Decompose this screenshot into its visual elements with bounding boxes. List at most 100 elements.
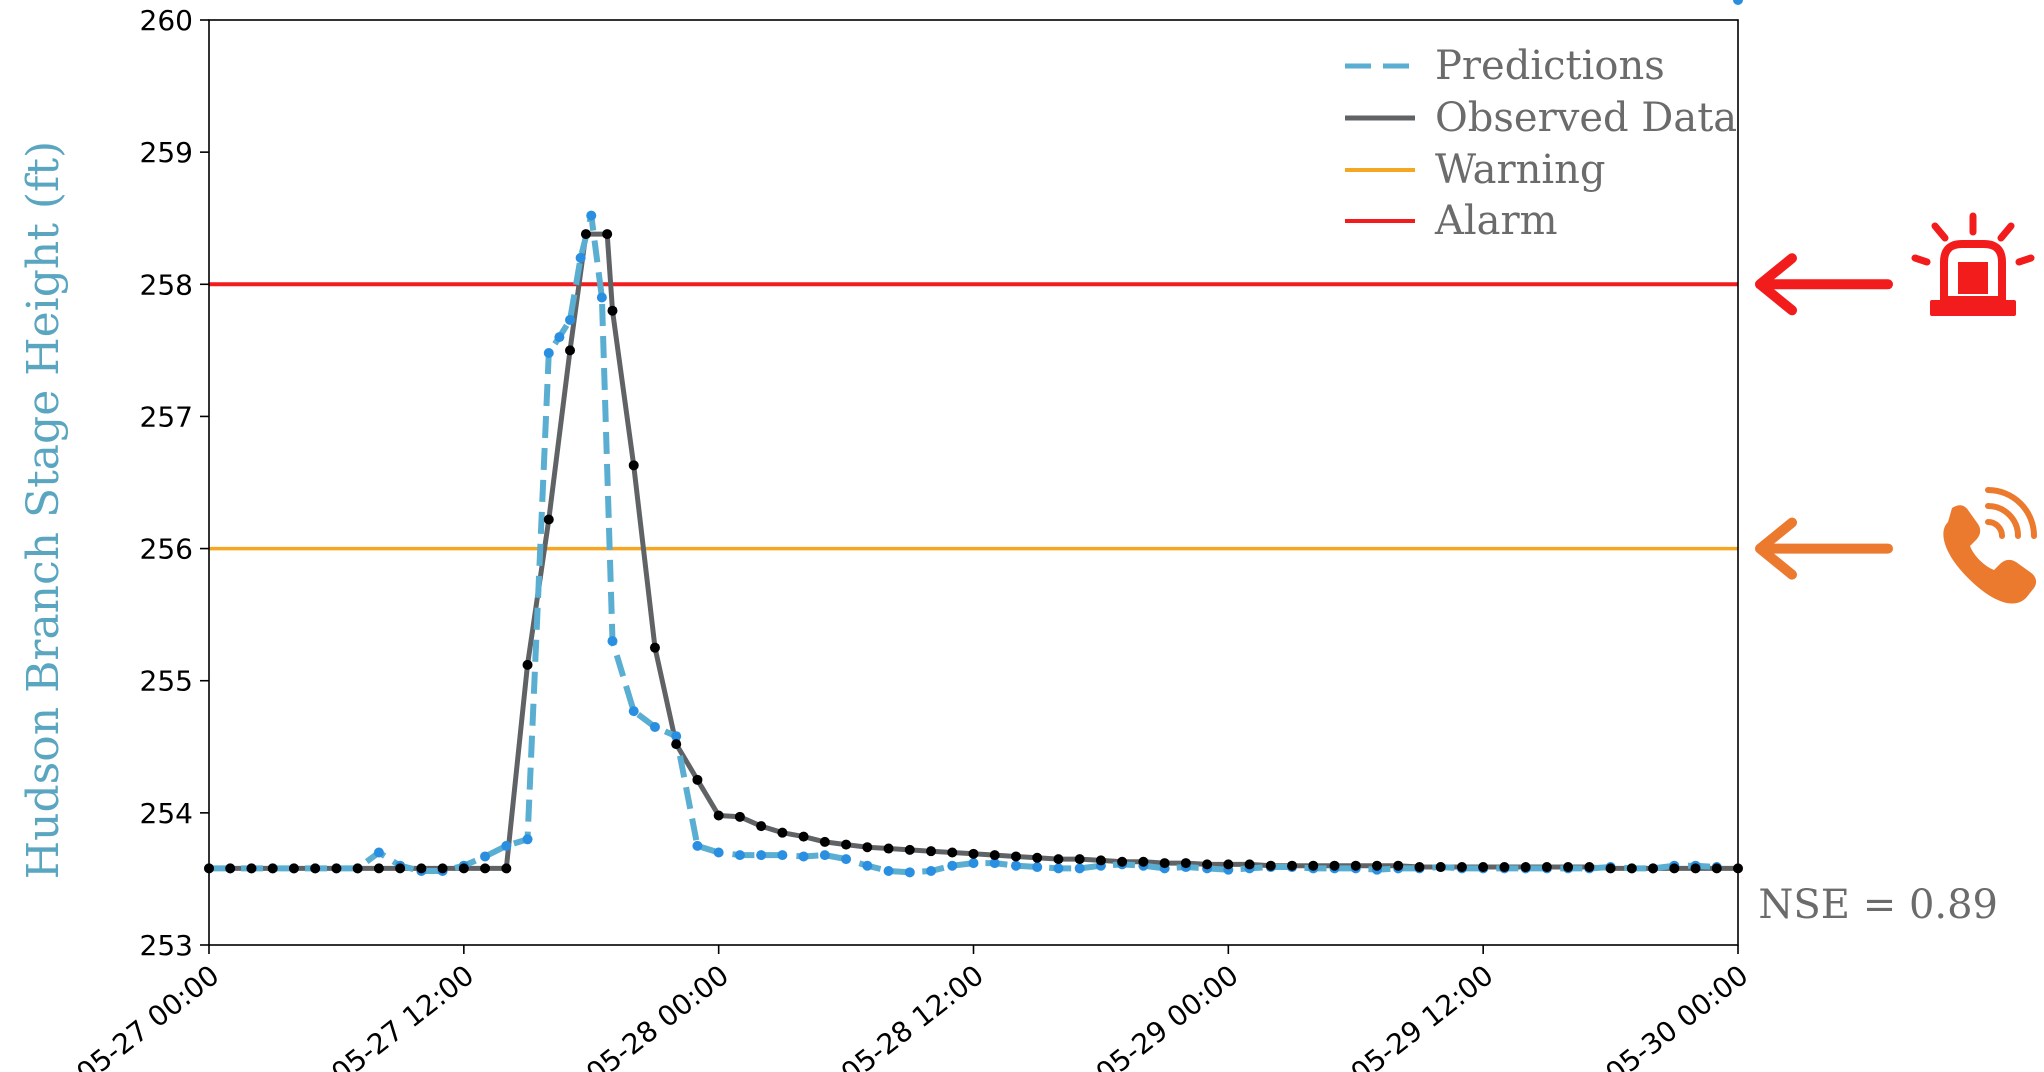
observed-point (458, 863, 469, 874)
observed-point (1117, 856, 1128, 867)
observed-point (1478, 862, 1489, 873)
observed-point (649, 642, 660, 653)
x-tick-label: 05-27 12:00 (325, 959, 480, 1072)
prediction-point (1032, 862, 1043, 873)
observed-point (373, 863, 384, 874)
phone-ringing-icon (1943, 487, 2037, 604)
observed-point (713, 810, 724, 821)
prediction-point (756, 850, 767, 861)
observed-point (798, 831, 809, 842)
prediction-point (819, 850, 830, 861)
observed-point (1456, 862, 1467, 873)
observed-point (1223, 859, 1234, 870)
observed-point (480, 863, 491, 874)
observed-point (947, 847, 958, 858)
siren-icon (1911, 212, 2035, 316)
prediction-point (692, 840, 703, 851)
prediction-point (607, 636, 618, 647)
observed-point (1032, 852, 1043, 863)
x-tick-label: 05-29 00:00 (1090, 959, 1245, 1072)
observed-point (777, 827, 788, 838)
observed-point (1308, 860, 1319, 871)
prediction-point (586, 210, 597, 221)
observed-point (352, 863, 363, 874)
observed-point (602, 229, 613, 240)
prediction-point (522, 834, 533, 845)
observed-point (543, 514, 554, 525)
observed-point (1563, 862, 1574, 873)
signal-wave (1985, 503, 2021, 539)
observed-point (1265, 860, 1276, 871)
observed-point (1626, 863, 1637, 874)
observed-point (501, 863, 512, 874)
y-tick-label: 254 (140, 797, 193, 830)
y-tick-label: 256 (140, 533, 193, 566)
observed-point (1711, 863, 1722, 874)
prediction-point (904, 867, 915, 878)
prediction-point (1074, 863, 1085, 874)
observed-point (819, 836, 830, 847)
y-tick-label: 253 (140, 929, 193, 962)
y-tick-label: 257 (140, 400, 193, 433)
observed-point (1605, 863, 1616, 874)
observed-point (416, 863, 427, 874)
observed-point (1287, 860, 1298, 871)
signal-wave (1985, 487, 2037, 539)
observed-point (246, 863, 257, 874)
legend-label: Warning (1435, 147, 1606, 193)
prediction-point (1010, 860, 1021, 871)
prediction-point (713, 847, 724, 858)
prediction-point (734, 850, 745, 861)
observed-point (1414, 862, 1425, 873)
prediction-point (968, 858, 979, 869)
prediction-point (926, 866, 937, 876)
observed-point (1393, 860, 1404, 871)
observed-point (565, 345, 576, 356)
y-tick-label: 255 (140, 665, 193, 698)
observed-point (1095, 855, 1106, 866)
signal-wave (1985, 519, 2005, 539)
observed-point (607, 305, 618, 316)
y-tick-label: 260 (140, 4, 193, 37)
observed-point (1180, 858, 1191, 869)
siren-light (1958, 262, 1988, 294)
prediction-point (373, 847, 384, 858)
legend-label: Predictions (1435, 43, 1665, 89)
observed-point (1329, 860, 1340, 871)
prediction-point (798, 851, 809, 862)
observed-data-line (209, 231, 1738, 871)
siren-ray (1997, 222, 2015, 242)
prediction-point (565, 314, 576, 325)
prediction-point (596, 292, 607, 303)
observed-point (1690, 863, 1701, 874)
observed-point (989, 850, 1000, 861)
y-tick-label: 259 (140, 136, 193, 169)
observed-point (1541, 862, 1552, 873)
phone-handset (1943, 505, 2037, 604)
observed-point (628, 460, 639, 471)
alarm-indicator (1755, 212, 2035, 316)
observed-point (1648, 863, 1659, 874)
siren-ray (1931, 222, 1949, 242)
x-tick-label: 05-28 12:00 (835, 959, 990, 1072)
observed-point (1350, 860, 1361, 871)
prediction-point (575, 252, 586, 263)
y-axis-label: Hudson Branch Stage Height (ft) (18, 141, 69, 879)
observed-point (1138, 856, 1149, 867)
siren-dome (1940, 240, 2006, 304)
observed-point (883, 843, 894, 854)
prediction-point (883, 866, 894, 876)
observed-point (225, 863, 236, 874)
observed-point (522, 659, 533, 670)
observed-point (1244, 859, 1255, 870)
y-axis-label-group: Hudson Branch Stage Height (ft) (18, 141, 69, 879)
warning-arrow-shape (1755, 517, 1893, 580)
observed-point (1520, 862, 1531, 873)
observed-point (926, 846, 937, 857)
prediction-point (989, 858, 1000, 869)
observed-point (437, 863, 448, 874)
observed-point (671, 739, 682, 750)
prediction-point (1053, 863, 1064, 874)
observed-point (1074, 854, 1085, 865)
